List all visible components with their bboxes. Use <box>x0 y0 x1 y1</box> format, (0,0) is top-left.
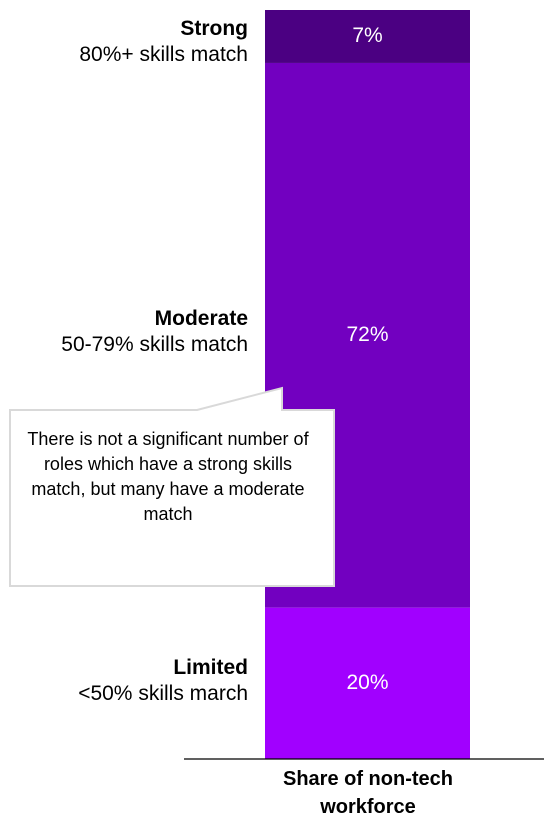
category-description: 50-79% skills match <box>61 333 248 356</box>
category-name: Strong <box>180 17 248 40</box>
category-label-limited: Limited <50% skills march <box>78 655 248 707</box>
bar-segment-limited <box>265 607 470 759</box>
callout-annotation: There is not a significant number of rol… <box>27 429 309 524</box>
category-description: <50% skills march <box>78 682 248 705</box>
callout-box <box>9 386 335 587</box>
category-name: Limited <box>173 656 248 679</box>
value-label-strong: 7% <box>352 24 382 47</box>
x-axis-title: Share of non-tech workforce <box>282 768 453 818</box>
value-label-moderate: 72% <box>346 323 388 346</box>
value-label-limited: 20% <box>346 671 388 694</box>
value-labels: 7% 72% 20% <box>346 24 388 694</box>
category-name: Moderate <box>154 307 248 330</box>
category-label-strong: Strong 80%+ skills match <box>79 16 248 68</box>
category-description: 80%+ skills match <box>79 43 248 66</box>
bar-stack <box>265 10 470 759</box>
category-label-moderate: Moderate 50-79% skills match <box>61 306 248 358</box>
bar-segment-strong <box>265 10 470 63</box>
